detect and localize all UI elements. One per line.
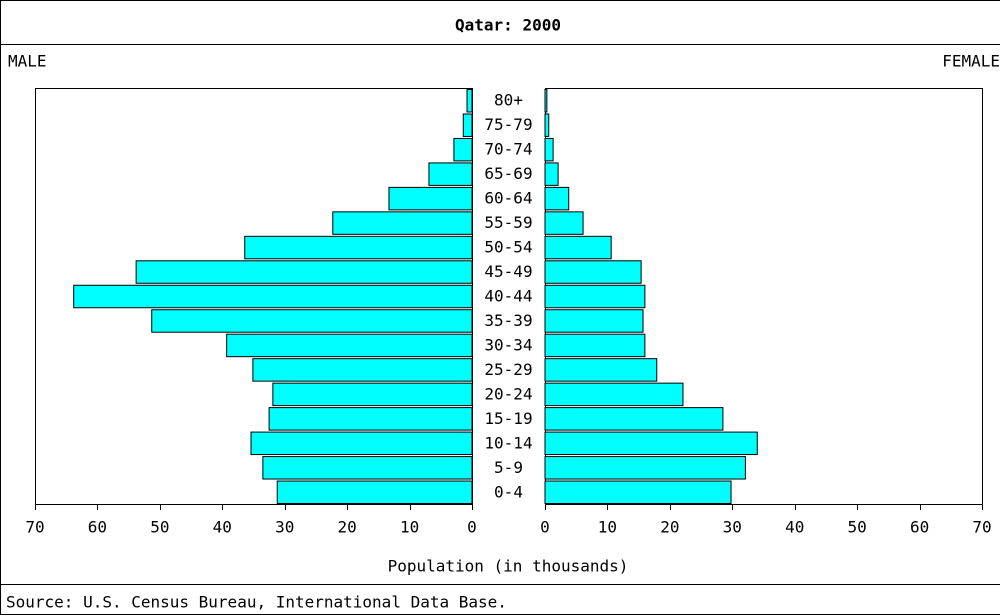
y-tick-label: 65-69 — [484, 164, 532, 183]
x-tick-label: 30 — [275, 518, 294, 537]
x-tick-label: 60 — [910, 518, 929, 537]
x-tick-label: 40 — [213, 518, 232, 537]
y-tick-label: 5-9 — [494, 458, 523, 477]
bar — [544, 358, 658, 382]
y-tick-label: 50-54 — [484, 238, 532, 257]
y-tick-label: 0-4 — [494, 482, 523, 501]
bar — [135, 260, 473, 284]
bar — [544, 89, 548, 113]
bar — [544, 333, 646, 358]
bar — [544, 284, 646, 309]
y-tick-label: 55-59 — [484, 213, 532, 232]
source: Source: U.S. Census Bureau, Internationa… — [6, 593, 507, 612]
bar — [544, 309, 644, 333]
x-tick-label: 50 — [150, 518, 169, 537]
bar — [544, 137, 554, 162]
y-tick-label: 60-64 — [484, 189, 532, 208]
x-tick-label: 50 — [848, 518, 867, 537]
y-tick-label: 10-14 — [484, 433, 532, 452]
panel — [35, 88, 473, 505]
bar — [388, 186, 473, 211]
bar — [252, 358, 473, 382]
bar — [544, 382, 684, 407]
bar — [276, 480, 473, 505]
bar — [466, 89, 473, 113]
female-label: FEMALE — [942, 52, 1000, 71]
y-tick-label: 70-74 — [484, 140, 532, 159]
x-tick-label: 10 — [598, 518, 617, 537]
bar — [544, 186, 570, 211]
x-tick-label: 20 — [338, 518, 357, 537]
x-axis-label: Population (in thousands) — [388, 557, 629, 576]
y-tick-label: 80+ — [494, 91, 523, 110]
x-tick-label: 0 — [540, 518, 550, 537]
bar — [453, 137, 473, 162]
bar — [544, 407, 724, 431]
bar — [262, 456, 473, 480]
male-label: MALE — [8, 52, 47, 71]
bar — [226, 333, 473, 358]
bar — [250, 431, 473, 456]
y-tick-label: 40-44 — [484, 287, 532, 306]
bar — [272, 382, 473, 407]
x-tick-label: 40 — [785, 518, 804, 537]
y-tick-label: 35-39 — [484, 311, 532, 330]
x-tick-label: 10 — [400, 518, 419, 537]
bar — [73, 284, 473, 309]
chart-title: Qatar: 2000 — [455, 16, 561, 35]
bar — [462, 113, 473, 137]
x-tick-label: 60 — [88, 518, 107, 537]
bar — [268, 407, 473, 431]
bar — [544, 456, 746, 480]
bar — [544, 211, 584, 235]
y-tick-label: 15-19 — [484, 409, 532, 428]
bar — [244, 235, 473, 260]
y-tick-label: 45-49 — [484, 262, 532, 281]
bar — [544, 162, 559, 186]
bar — [151, 309, 473, 333]
bar — [544, 431, 758, 456]
y-tick-label: 25-29 — [484, 360, 532, 379]
x-tick-label: 20 — [660, 518, 679, 537]
bar — [332, 211, 473, 235]
bar — [428, 162, 473, 186]
bar — [544, 113, 550, 137]
x-tick-label: 70 — [972, 518, 991, 537]
y-tick-label: 75-79 — [484, 115, 532, 134]
y-tick-label: 20-24 — [484, 384, 532, 403]
x-tick-label: 30 — [723, 518, 742, 537]
bar — [544, 480, 732, 505]
x-tick-label: 0 — [467, 518, 477, 537]
y-tick-label: 30-34 — [484, 335, 532, 354]
x-tick-label: 70 — [25, 518, 44, 537]
bar — [544, 260, 642, 284]
bar — [544, 235, 612, 260]
